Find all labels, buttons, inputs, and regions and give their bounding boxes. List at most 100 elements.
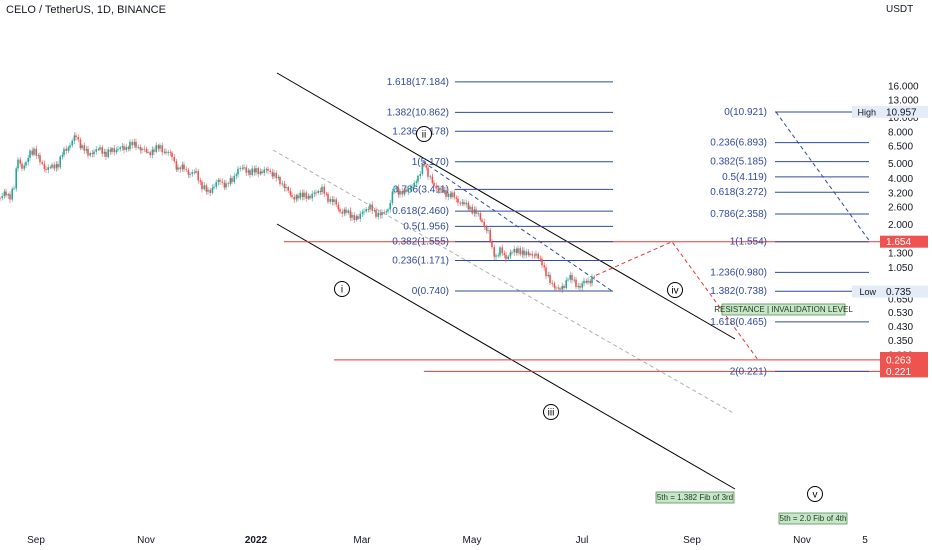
candle-body-68: [135, 141, 137, 148]
candle-body-9: [17, 159, 19, 169]
candle-body-57: [113, 148, 115, 153]
fifth-wave-annotation-a-box: [655, 491, 735, 504]
candle-body-1: [1, 196, 3, 198]
candle-body-247: [493, 247, 495, 257]
candle-body-179: [357, 216, 359, 219]
candle-body-218: [435, 185, 437, 189]
candle-body-209: [417, 175, 419, 182]
candle-body-115: [229, 178, 232, 184]
candle-body-64: [127, 146, 130, 150]
candle-body-169: [337, 204, 340, 210]
fib-right-label-10: 2(0.221): [730, 366, 767, 377]
candle-body-177: [353, 214, 355, 220]
candle-body-258: [515, 249, 518, 253]
candle-body-250: [499, 247, 501, 256]
y-tick-3: 8.000: [888, 128, 913, 139]
candle-body-207: [413, 182, 415, 188]
candle-body-47: [93, 151, 95, 155]
axis-badge-label-0: High: [857, 107, 876, 117]
candle-body-232: [463, 202, 465, 205]
candle-body-81: [161, 145, 163, 153]
candle-body-184: [367, 209, 370, 210]
fib-left-label-1: 1.382(10.862): [387, 107, 449, 118]
candle-body-267: [533, 255, 536, 257]
axis-badge-bg-1: [852, 285, 928, 298]
candle-body-114: [227, 183, 229, 185]
candle-body-138: [275, 172, 277, 179]
candle-body-142: [283, 183, 286, 189]
candle-body-167: [333, 199, 335, 202]
candle-body-262: [523, 250, 525, 256]
candle-body-2: [3, 191, 6, 197]
candle-body-181: [361, 212, 364, 214]
candle-body-185: [369, 204, 371, 210]
candle-body-284: [567, 279, 569, 281]
candle-body-112: [223, 182, 226, 188]
candle-body-78: [155, 145, 157, 152]
candle-body-59: [117, 149, 119, 150]
candle-body-79: [157, 145, 160, 149]
candle-body-292: [583, 280, 585, 284]
candle-body-239: [477, 213, 479, 214]
candle-body-110: [219, 179, 221, 182]
y-tick-9: 2.000: [888, 220, 913, 231]
candle-body-62: [123, 146, 125, 150]
candle-body-171: [341, 211, 343, 214]
candle-body-133: [265, 168, 268, 170]
candle-body-210: [419, 174, 421, 176]
wave-circle-iv: [667, 282, 683, 298]
candle-body-50: [99, 147, 101, 150]
candle-body-188: [375, 209, 377, 217]
candle-body-293: [585, 280, 587, 283]
candle-body-189: [377, 212, 379, 217]
candle-body-4: [7, 194, 9, 196]
candle-body-274: [547, 274, 549, 277]
candle-body-223: [445, 190, 447, 197]
candle-body-10: [19, 159, 21, 164]
candle-body-163: [325, 193, 328, 195]
candle-body-31: [61, 155, 64, 157]
candle-body-33: [65, 148, 67, 151]
y-tick-11: 1.050: [888, 263, 913, 274]
candle-body-122: [243, 167, 245, 169]
candle-body-147: [293, 196, 295, 200]
candle-body-73: [145, 149, 148, 153]
candle-body-233: [465, 202, 467, 205]
candle-body-22: [43, 163, 46, 169]
candle-body-91: [181, 164, 184, 170]
candle-body-32: [63, 148, 65, 156]
fib-left-label-0: 1.618(17.184): [387, 77, 449, 88]
candle-body-217: [433, 182, 435, 186]
candle-body-96: [191, 172, 193, 175]
candle-body-132: [263, 169, 265, 174]
x-tick-5: Jul: [576, 535, 589, 546]
candle-body-164: [327, 193, 329, 202]
candle-body-242: [483, 221, 485, 227]
candle-body-170: [339, 209, 341, 212]
candle-body-125: [249, 170, 251, 175]
candle-body-128: [255, 168, 257, 173]
fib-left-label-9: 0(0.740): [412, 286, 449, 297]
symbol-title: CELO / TetherUS, 1D, BINANCE: [6, 4, 166, 16]
fib-right-label-8: 1.382(0.738): [710, 286, 767, 297]
candle-body-123: [245, 167, 247, 173]
candle-body-92: [183, 164, 185, 170]
candle-body-287: [573, 279, 575, 281]
candle-body-290: [579, 285, 581, 288]
candle-body-105: [209, 189, 211, 193]
candle-body-66: [131, 141, 133, 146]
candle-body-168: [335, 199, 337, 205]
channel-lower: [276, 223, 736, 490]
candle-body-7: [13, 188, 15, 190]
candle-body-16: [31, 150, 33, 155]
candle-body-11: [21, 163, 23, 169]
candle-body-219: [437, 188, 440, 191]
fib-right-label-7: 1.236(0.980): [710, 267, 767, 278]
candle-body-161: [321, 186, 323, 193]
candle-body-116: [231, 178, 233, 182]
candle-body-15: [29, 150, 31, 158]
candle-body-270: [539, 258, 542, 260]
candle-body-195: [389, 202, 391, 210]
candle-body-120: [239, 167, 241, 169]
